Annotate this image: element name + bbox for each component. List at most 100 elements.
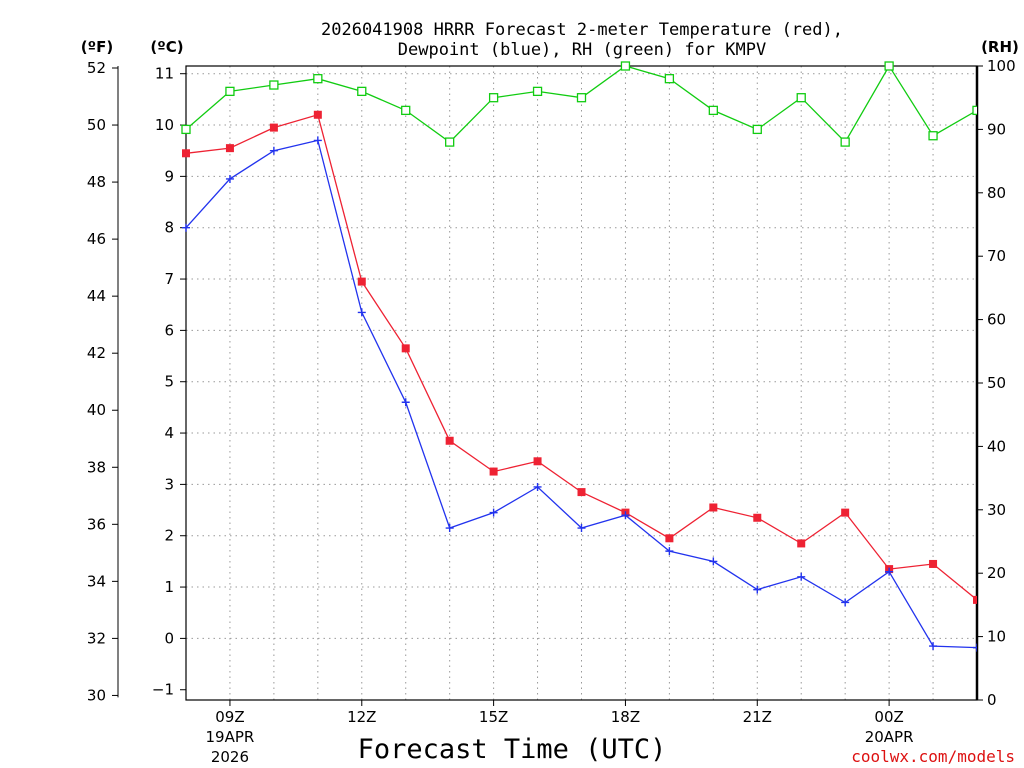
dewpoint-point [313, 136, 322, 145]
rh-tick-label: 10 [987, 628, 1006, 646]
rh-point [840, 137, 850, 147]
temperature-point [225, 144, 234, 153]
x-axis-label: Forecast Time (UTC) [358, 734, 667, 765]
temperature-point [445, 436, 454, 445]
x-tick-label: 09Z [215, 708, 244, 726]
rh-tick-label: 100 [987, 57, 1016, 75]
rh-point [357, 86, 367, 97]
rh-tick-label: 80 [987, 184, 1006, 202]
fahrenheit-tick-label: 38 [87, 458, 106, 476]
plot-frame [185, 65, 978, 701]
rh-tick-label: 90 [987, 120, 1006, 138]
fahrenheit-axis-unit: (ºF) [81, 38, 113, 56]
rh-tick-label: 20 [987, 564, 1006, 582]
rh-point [884, 61, 894, 71]
fahrenheit-tick-label: 40 [87, 401, 106, 419]
fahrenheit-tick-label: 46 [87, 230, 106, 248]
dewpoint-point [885, 567, 894, 576]
celsius-tick-label: 5 [164, 373, 174, 391]
dewpoint-point [357, 308, 366, 317]
fahrenheit-tick-label: 34 [87, 572, 106, 590]
x-tick-label: 21Z [743, 708, 772, 726]
rh-point [708, 105, 718, 116]
celsius-tick-label: 9 [164, 167, 174, 185]
x-tick-year: 2026 [211, 748, 249, 766]
temperature-point [929, 559, 938, 568]
dewpoint-point [841, 598, 850, 607]
celsius-tick-label: 8 [164, 219, 174, 237]
dewpoint-point [973, 643, 977, 652]
rh-point [928, 131, 938, 141]
temperature-point [313, 110, 322, 119]
temperature-point [665, 534, 674, 543]
celsius-tick-label: 10 [155, 116, 174, 134]
rh-point [620, 61, 631, 71]
rh-tick-label: 30 [987, 501, 1006, 519]
celsius-tick-label: 6 [164, 321, 174, 339]
temperature-point [797, 539, 806, 548]
rh-tick-label: 40 [987, 437, 1006, 455]
fahrenheit-tick-label: 44 [87, 287, 106, 305]
temperature-point [489, 467, 498, 476]
dewpoint-point [621, 511, 630, 520]
data-series [181, 61, 977, 652]
dewpoint-point [225, 174, 234, 183]
celsius-tick-label: 11 [155, 65, 174, 83]
celsius-tick-label: 4 [164, 424, 174, 442]
dewpoint-point [182, 223, 190, 232]
fahrenheit-tick-label: 52 [87, 59, 106, 77]
grid-lines [186, 66, 977, 700]
dewpoint-point [929, 642, 938, 651]
temperature-point [973, 595, 977, 604]
dewpoint-point [797, 572, 806, 581]
dewpoint-point [489, 508, 498, 517]
source-credit: coolwx.com/models [851, 747, 1015, 766]
temperature-point [269, 123, 278, 132]
rh-point [752, 124, 762, 135]
rh-point [972, 105, 977, 116]
x-tick-label: 00Z [874, 708, 903, 726]
dewpoint-point [753, 585, 762, 594]
rh-tick-label: 60 [987, 311, 1006, 329]
x-tick-date: 20APR [865, 728, 914, 746]
rh-point [181, 124, 191, 135]
rh-point [445, 137, 455, 147]
rh-point [488, 93, 499, 103]
celsius-axis-unit: (ºC) [150, 38, 183, 56]
fahrenheit-tick-label: 32 [87, 629, 106, 647]
x-tick-date: 19APR [206, 728, 255, 746]
celsius-tick-label: −1 [152, 681, 174, 699]
fahrenheit-tick-label: 42 [87, 344, 106, 362]
temperature-point [753, 513, 762, 522]
dewpoint-point [269, 146, 278, 155]
temperature-point [357, 277, 366, 286]
chart-title-line-2: Dewpoint (blue), RH (green) for KMPV [398, 40, 766, 60]
fahrenheit-tick-label: 48 [87, 173, 106, 191]
fahrenheit-tick-label: 50 [87, 116, 106, 134]
rh-point [225, 86, 235, 97]
x-tick-label: 15Z [479, 708, 508, 726]
chart-title-line-1: 2026041908 HRRR Forecast 2-meter Tempera… [321, 20, 843, 40]
x-tick-label: 18Z [611, 708, 640, 726]
celsius-tick-label: 2 [164, 527, 174, 545]
temperature-point [182, 149, 190, 158]
temperature-point [533, 457, 542, 466]
rh-point [796, 93, 806, 103]
dewpoint-point [665, 547, 674, 556]
dewpoint-point [709, 557, 718, 566]
rh-point [664, 74, 675, 84]
rh-point [313, 74, 323, 84]
celsius-tick-label: 1 [164, 578, 174, 596]
rh-axis-unit: (RH) [981, 38, 1019, 56]
temperature-point [709, 503, 718, 512]
rh-point [401, 105, 411, 116]
dewpoint-point [445, 524, 454, 533]
rh-tick-label: 70 [987, 247, 1006, 265]
dewpoint-series-line [185, 139, 977, 649]
rh-tick-label: 0 [987, 691, 997, 709]
temperature-point [401, 344, 410, 353]
fahrenheit-tick-label: 36 [87, 515, 106, 533]
fahrenheit-tick-label: 30 [87, 686, 106, 704]
dewpoint-point [533, 482, 542, 491]
rh-point [532, 86, 543, 97]
